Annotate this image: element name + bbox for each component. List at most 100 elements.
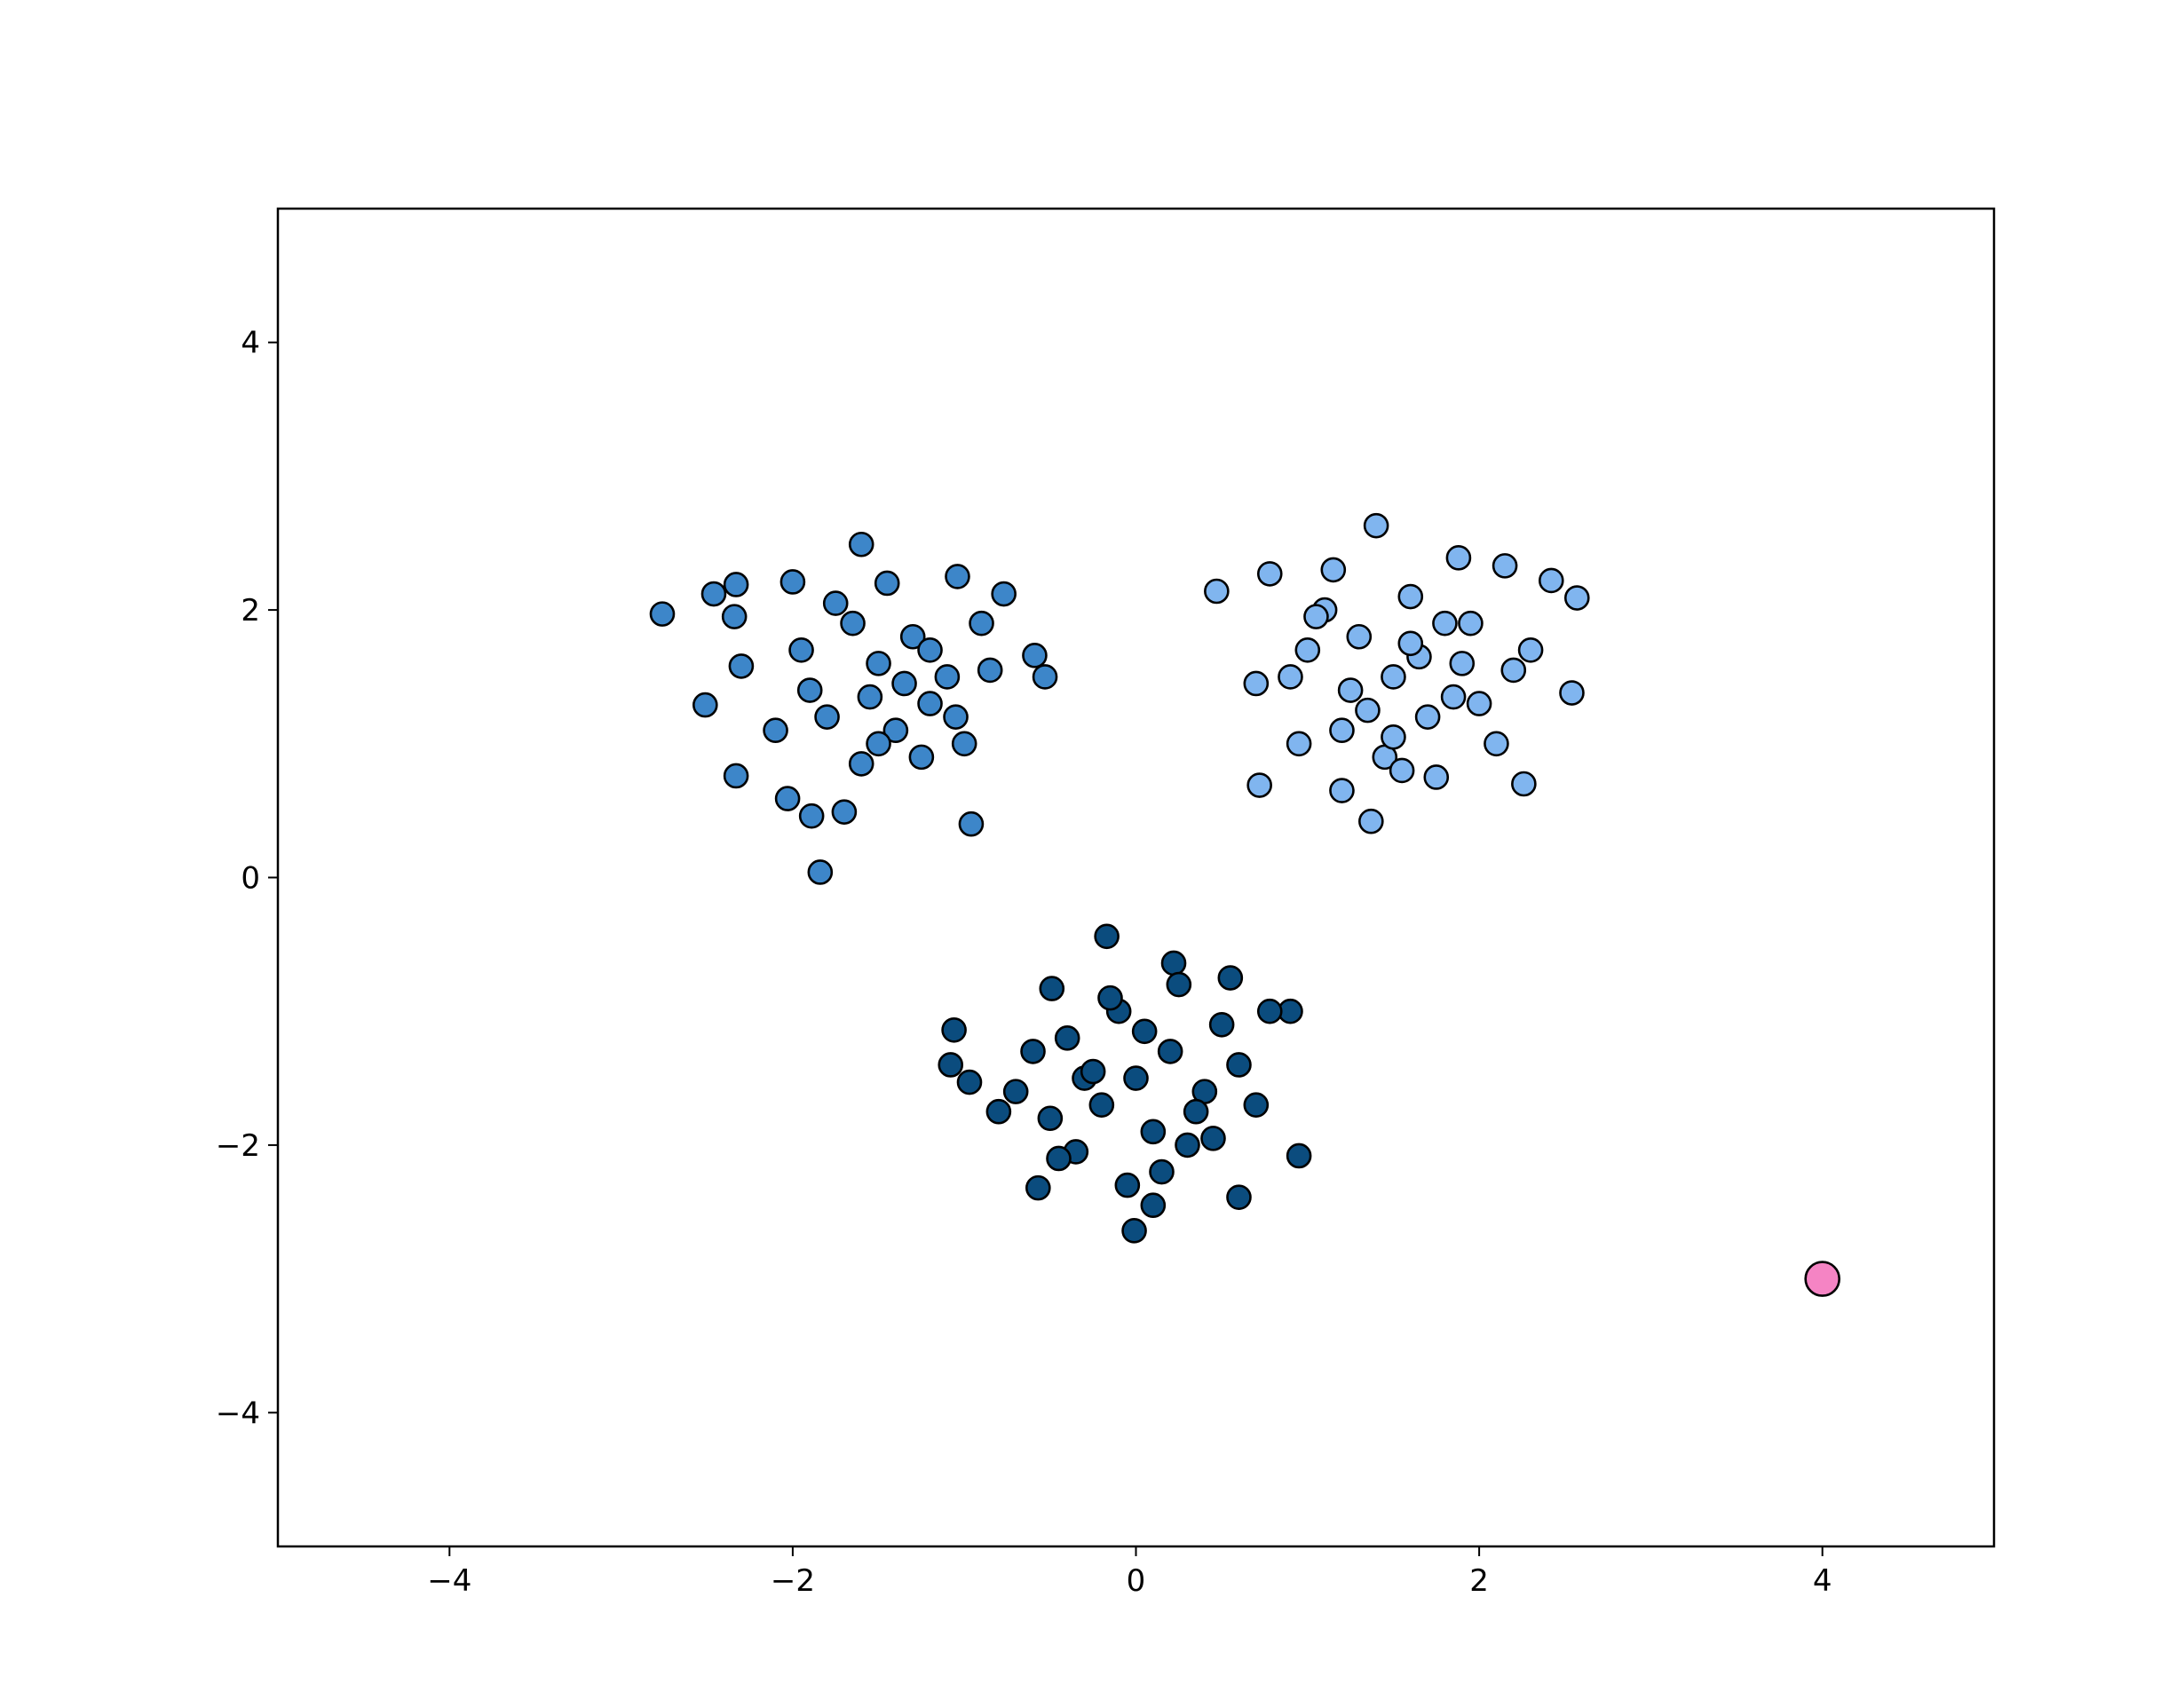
scatter-point [945,564,970,589]
plot-area [649,512,1840,1297]
scatter-point [1256,561,1283,587]
scatter-point [774,786,801,811]
scatter-point [1226,1184,1252,1210]
scatter-point [1243,1092,1270,1118]
scatter-point [700,581,727,607]
scatter-point [1449,651,1476,676]
scatter-point [763,717,788,744]
scatter-point [723,572,749,597]
scatter-point [831,799,858,825]
scatter-point [779,569,806,595]
scatter-point [1208,1011,1235,1038]
scatter-point [1002,1079,1029,1104]
scatter-point [1149,1158,1175,1185]
scatter-point [1804,1261,1840,1297]
scatter-point [721,604,748,629]
scatter-point [723,763,749,789]
scatter-point [1355,697,1381,724]
x-tick-label: −4 [427,1563,471,1599]
scatter-point [1423,764,1450,790]
scatter-point [1039,976,1065,1001]
scatter-point [917,637,943,663]
scatter-point [822,590,849,616]
scatter-point [1217,965,1244,991]
scatter-point [908,744,935,771]
scatter-point [1440,684,1467,710]
scatter-point [977,657,1003,684]
scatter-point [866,731,891,757]
scatter-point [991,581,1017,607]
scatter-point [951,731,977,757]
scatter-point [1397,583,1424,610]
scatter-point [1559,680,1585,706]
scatter-point [1025,1174,1051,1201]
scatter-point [1200,1126,1226,1151]
scatter-point [938,1052,964,1078]
scatter-point [985,1098,1012,1125]
scatter-point [798,803,825,829]
scatter-point [840,610,866,637]
scatter-point [1538,567,1564,594]
scatter-point [1286,731,1312,757]
scatter-point [1123,1065,1149,1091]
axes-frame [276,207,1996,1548]
scatter-point [1183,1098,1209,1125]
scatter-point [958,811,985,837]
x-tick-label: 4 [1813,1563,1832,1599]
scatter-point [1458,610,1484,637]
scatter-point [1337,677,1364,703]
scatter-point [1037,1105,1064,1132]
scatter-point [1329,778,1355,803]
scatter-point [1046,1145,1072,1172]
scatter-point [1243,670,1270,697]
scatter-point [1278,664,1303,690]
scatter-point [1346,623,1373,650]
x-tick-label: 0 [1127,1563,1146,1599]
scatter-point [1121,1218,1147,1244]
scatter-point [956,1069,983,1095]
scatter-point [1517,637,1544,663]
scatter-point [1140,1192,1167,1219]
scatter-point [1484,731,1509,757]
scatter-point [874,570,900,597]
scatter-point [1492,553,1518,579]
scatter-point [857,684,883,710]
scatter-point [692,692,718,718]
scatter-point [917,691,943,716]
scatter-point [1563,585,1590,611]
scatter-point [1294,637,1321,663]
scatter-point [1226,1052,1252,1078]
scatter-point [728,653,755,679]
scatter-point [1358,808,1384,834]
scatter-point [814,704,840,730]
scatter-point [1175,1132,1200,1158]
scatter-point [943,704,969,730]
scatter-point [1140,1119,1167,1145]
scatter-point [1166,971,1192,998]
scatter-point [1114,1172,1141,1198]
scatter-point [1286,1143,1312,1169]
scatter-point [1246,772,1272,798]
scatter-point [807,859,834,885]
scatter-point [1432,610,1458,637]
scatter-point [1381,664,1406,690]
y-tick-label: 2 [241,593,260,629]
scatter-point [848,751,874,777]
y-tick-label: 4 [241,326,260,361]
scatter-point [649,601,676,627]
scatter-point [1363,512,1389,539]
scatter-point [1032,664,1058,690]
scatter-point [882,717,909,744]
scatter-point [1020,1039,1046,1064]
scatter-point [1511,771,1537,797]
scatter-point [1097,984,1123,1011]
scatter-point [1160,950,1187,977]
scatter-point [1397,630,1424,657]
scatter-point [1131,1018,1158,1045]
scatter-point [899,623,926,650]
y-tick-label: −2 [216,1128,260,1164]
scatter-point [1381,724,1406,750]
scatter-point [1445,545,1472,571]
scatter-point [1329,717,1355,744]
